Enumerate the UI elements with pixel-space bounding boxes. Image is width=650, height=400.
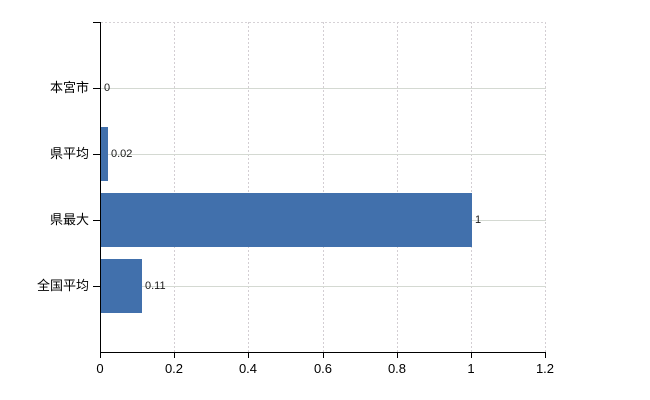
x-tick-label: 1.2: [535, 361, 555, 376]
x-axis-line: [100, 352, 546, 353]
vertical-gridline: [248, 22, 249, 352]
x-axis-tick: [174, 353, 175, 358]
x-axis-tick: [471, 353, 472, 358]
bar-value-label: 0: [104, 82, 111, 94]
vertical-gridline: [545, 22, 546, 352]
horizontal-gridline: [101, 154, 546, 155]
x-tick-label: 0: [96, 361, 104, 376]
x-tick-label: 0.8: [387, 361, 407, 376]
category-label: 県最大: [49, 212, 89, 227]
category-label: 県平均: [49, 146, 89, 161]
horizontal-gridline: [101, 88, 546, 89]
plot-top-border: [101, 22, 546, 23]
bar-value-label: 1: [475, 214, 482, 226]
y-axis-line: [100, 22, 101, 353]
x-axis-tick: [100, 353, 101, 358]
vertical-gridline: [323, 22, 324, 352]
x-axis-tick: [323, 353, 324, 358]
x-axis-tick: [397, 353, 398, 358]
y-axis-top-tick: [93, 22, 100, 23]
category-label: 全国平均: [36, 278, 89, 293]
x-tick-label: 1: [467, 361, 475, 376]
category-label: 本宮市: [49, 80, 89, 95]
bar: [101, 193, 472, 247]
bar-value-label: 0.02: [111, 148, 133, 160]
x-tick-label: 0.2: [164, 361, 184, 376]
x-tick-label: 0.6: [313, 361, 333, 376]
vertical-gridline: [174, 22, 175, 352]
horizontal-gridline: [101, 286, 546, 287]
x-axis-tick: [248, 353, 249, 358]
y-axis-tick: [93, 88, 100, 89]
y-axis-tick: [93, 220, 100, 221]
y-axis-tick: [93, 154, 100, 155]
y-axis-tick: [93, 286, 100, 287]
x-axis-tick: [545, 353, 546, 358]
vertical-gridline: [397, 22, 398, 352]
bar-value-label: 0.11: [145, 280, 166, 292]
bar: [101, 259, 142, 313]
x-tick-label: 0.4: [238, 361, 258, 376]
vertical-gridline: [471, 22, 472, 352]
bar: [101, 127, 108, 181]
